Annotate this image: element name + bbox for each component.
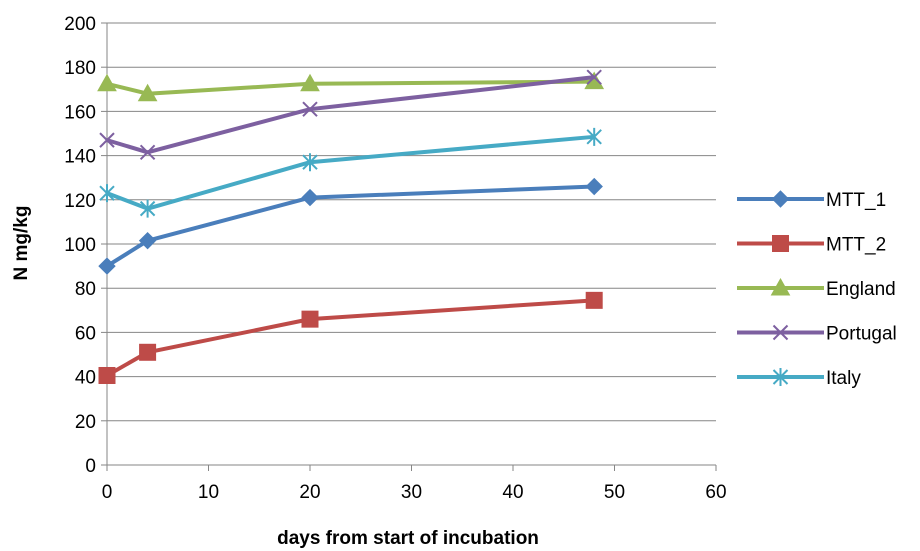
- legend-marker-mtt-1: [771, 190, 790, 208]
- y-tick-label: 200: [64, 14, 96, 35]
- x-tick-label: 20: [299, 482, 320, 503]
- x-tick-label: 30: [401, 482, 422, 503]
- y-tick-label: 120: [64, 191, 96, 212]
- legend-marker-england: [770, 277, 791, 296]
- series-england: [97, 71, 605, 102]
- series-line-england: [106, 79, 595, 96]
- data-point-england: [137, 83, 158, 102]
- data-point-portugal: [139, 144, 156, 160]
- legend-marker-italy: [772, 368, 789, 386]
- data-point-mtt-2: [98, 366, 116, 384]
- y-tick-label: 40: [75, 368, 96, 389]
- series-line-portugal: [106, 75, 595, 155]
- y-tick-label: 0: [85, 456, 96, 477]
- legend-marker-portugal: [772, 324, 789, 341]
- series-italy: [99, 127, 602, 218]
- series-portugal: [99, 69, 602, 160]
- legend-label-mtt-1: MTT_1: [826, 190, 886, 211]
- x-tick-label: 60: [705, 482, 726, 503]
- data-point-portugal: [302, 101, 318, 117]
- legend-item-portugal: Portugal: [737, 324, 897, 345]
- legend-item-mtt-1: MTT_1: [737, 190, 886, 211]
- series-mtt-2: [98, 291, 603, 384]
- data-point-italy: [99, 184, 115, 203]
- legend: MTT_1 MTT_2 England Portugal Italy: [737, 190, 897, 389]
- series-mtt-1: [98, 177, 603, 275]
- y-tick-label: 160: [64, 102, 96, 123]
- data-point-mtt-2: [139, 343, 157, 361]
- y-tick-label: 180: [64, 58, 96, 79]
- y-tick-label: 20: [75, 412, 96, 433]
- data-point-portugal: [99, 132, 115, 148]
- data-point-mtt-1: [585, 177, 603, 196]
- x-tick-label: 50: [604, 482, 625, 503]
- legend-marker-mtt-2: [772, 235, 789, 252]
- data-point-mtt-1: [98, 257, 116, 275]
- data-point-italy: [139, 199, 156, 218]
- data-point-italy: [586, 127, 602, 146]
- data-point-england: [300, 73, 320, 92]
- legend-item-mtt-2: MTT_2: [737, 235, 886, 256]
- series-line-mtt-2: [106, 298, 595, 378]
- axes: 0 20 40 60 80 100 120 140 160 180 200 0 10 20 30 40 50 60: [64, 14, 726, 503]
- legend-item-italy: Italy: [737, 368, 861, 389]
- legend-label-portugal: Portugal: [826, 324, 897, 345]
- data-point-portugal: [586, 69, 602, 85]
- series-group: [97, 69, 605, 384]
- data-point-england: [97, 73, 117, 92]
- series-line-italy: [106, 134, 595, 211]
- legend-label-england: England: [826, 279, 896, 300]
- data-point-italy: [302, 153, 318, 172]
- y-tick-label: 80: [75, 279, 96, 300]
- data-point-mtt-1: [301, 188, 319, 207]
- y-axis-title: N mg/kg: [11, 206, 32, 281]
- x-tick-label: 0: [102, 482, 113, 503]
- legend-label-mtt-2: MTT_2: [826, 235, 886, 256]
- legend-item-england: England: [737, 277, 896, 300]
- data-point-mtt-1: [138, 231, 157, 250]
- x-tick-label: 10: [198, 482, 219, 503]
- y-tick-label: 60: [75, 323, 96, 344]
- series-line-mtt-1: [105, 184, 595, 268]
- data-point-mtt-2: [585, 291, 603, 309]
- y-tick-label: 140: [64, 147, 96, 168]
- data-point-mtt-2: [301, 310, 319, 328]
- x-tick-label: 40: [502, 482, 523, 503]
- y-tick-label: 100: [64, 235, 96, 256]
- gridlines: [107, 22, 716, 422]
- x-axis-title: days from start of incubation: [277, 528, 539, 549]
- legend-label-italy: Italy: [826, 368, 861, 389]
